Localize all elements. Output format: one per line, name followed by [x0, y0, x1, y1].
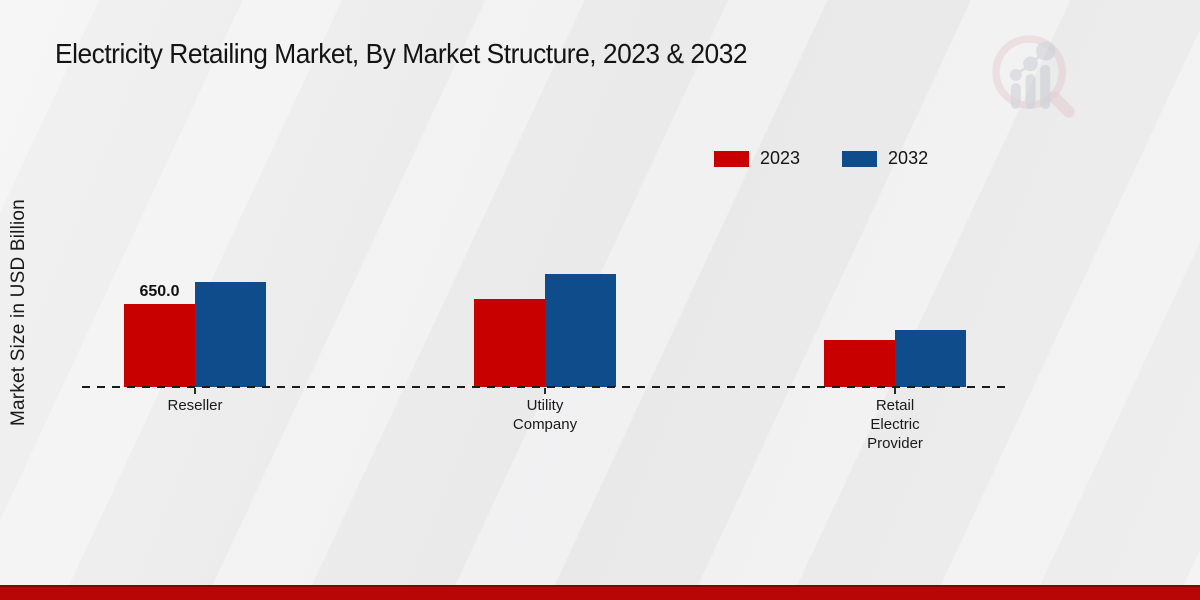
bar-value-label: 650.0 — [139, 283, 180, 300]
x-axis-tick — [544, 388, 546, 394]
footer-red-band — [0, 585, 1200, 600]
category-label-reseller: Reseller — [167, 397, 223, 414]
bar-2032-utility-company — [545, 274, 616, 387]
legend-swatch-2032 — [842, 150, 878, 167]
category-label-retail-electric-provider: Retail Electric Provider — [867, 397, 923, 452]
legend: 2023 2032 — [714, 148, 928, 169]
bar-2023-retail-electric-provider — [824, 340, 895, 387]
legend-item-2032: 2032 — [842, 148, 928, 169]
x-axis-tick — [194, 388, 196, 394]
category-label-utility-company: Utility Company — [512, 397, 578, 433]
legend-item-2023: 2023 — [714, 148, 800, 169]
legend-label-2023: 2023 — [760, 148, 801, 168]
chart-title: Electricity Retailing Market, By Market … — [55, 38, 748, 69]
legend-label-2032: 2032 — [888, 148, 929, 168]
bar-2032-retail-electric-provider — [895, 330, 966, 387]
bar-2032-reseller — [195, 282, 266, 387]
bar-2023-utility-company — [474, 299, 545, 387]
bar-2023-reseller — [124, 304, 195, 387]
zero-baseline-dashed — [82, 386, 1007, 388]
magnifier-bar-chart-logo-icon — [992, 35, 1075, 118]
x-axis-tick — [894, 388, 896, 394]
legend-swatch-2023 — [714, 150, 749, 167]
